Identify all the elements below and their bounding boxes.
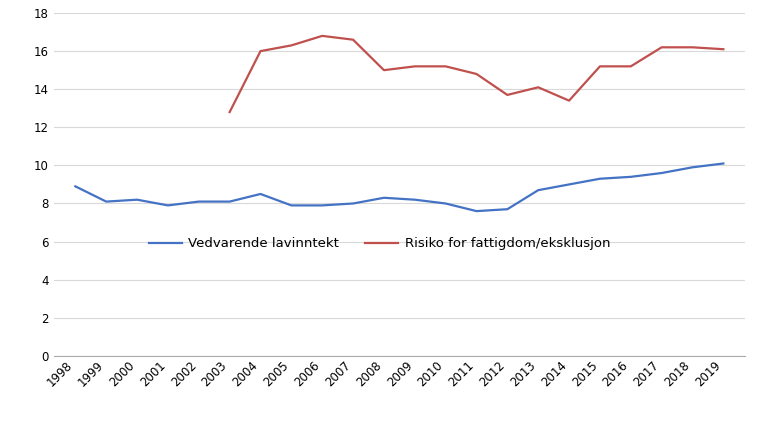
Risiko for fattigdom/eksklusjon: [564, 98, 574, 103]
Vedvarende lavinntekt: [286, 203, 296, 208]
Vedvarende lavinntekt: [564, 182, 574, 187]
Risiko for fattigdom/eksklusjon: [534, 85, 543, 90]
Risiko for fattigdom/eksklusjon: [595, 64, 604, 69]
Risiko for fattigdom/eksklusjon: [657, 45, 667, 50]
Risiko for fattigdom/eksklusjon: [225, 109, 234, 115]
Vedvarende lavinntekt: [225, 199, 234, 204]
Vedvarende lavinntekt: [318, 203, 327, 208]
Vedvarende lavinntekt: [379, 195, 389, 201]
Risiko for fattigdom/eksklusjon: [410, 64, 419, 69]
Vedvarende lavinntekt: [595, 176, 604, 181]
Risiko for fattigdom/eksklusjon: [256, 49, 265, 54]
Risiko for fattigdom/eksklusjon: [286, 43, 296, 48]
Vedvarende lavinntekt: [441, 201, 450, 206]
Vedvarende lavinntekt: [626, 174, 635, 179]
Vedvarende lavinntekt: [688, 165, 697, 170]
Risiko for fattigdom/eksklusjon: [349, 37, 358, 42]
Risiko for fattigdom/eksklusjon: [472, 71, 481, 76]
Vedvarende lavinntekt: [164, 203, 173, 208]
Risiko for fattigdom/eksklusjon: [318, 33, 327, 39]
Vedvarende lavinntekt: [349, 201, 358, 206]
Vedvarende lavinntekt: [657, 171, 667, 176]
Risiko for fattigdom/eksklusjon: [626, 64, 635, 69]
Vedvarende lavinntekt: [194, 199, 204, 204]
Risiko for fattigdom/eksklusjon: [441, 64, 450, 69]
Legend: Vedvarende lavinntekt, Risiko for fattigdom/eksklusjon: Vedvarende lavinntekt, Risiko for fattig…: [144, 232, 616, 256]
Risiko for fattigdom/eksklusjon: [503, 92, 512, 98]
Risiko for fattigdom/eksklusjon: [719, 46, 728, 52]
Line: Vedvarende lavinntekt: Vedvarende lavinntekt: [75, 164, 723, 211]
Vedvarende lavinntekt: [132, 197, 141, 202]
Risiko for fattigdom/eksklusjon: [379, 68, 389, 73]
Vedvarende lavinntekt: [101, 199, 111, 204]
Vedvarende lavinntekt: [410, 197, 419, 202]
Vedvarende lavinntekt: [534, 187, 543, 193]
Risiko for fattigdom/eksklusjon: [688, 45, 697, 50]
Vedvarende lavinntekt: [719, 161, 728, 166]
Vedvarende lavinntekt: [503, 207, 512, 212]
Vedvarende lavinntekt: [256, 191, 265, 197]
Vedvarende lavinntekt: [71, 184, 80, 189]
Vedvarende lavinntekt: [472, 208, 481, 214]
Line: Risiko for fattigdom/eksklusjon: Risiko for fattigdom/eksklusjon: [230, 36, 723, 112]
